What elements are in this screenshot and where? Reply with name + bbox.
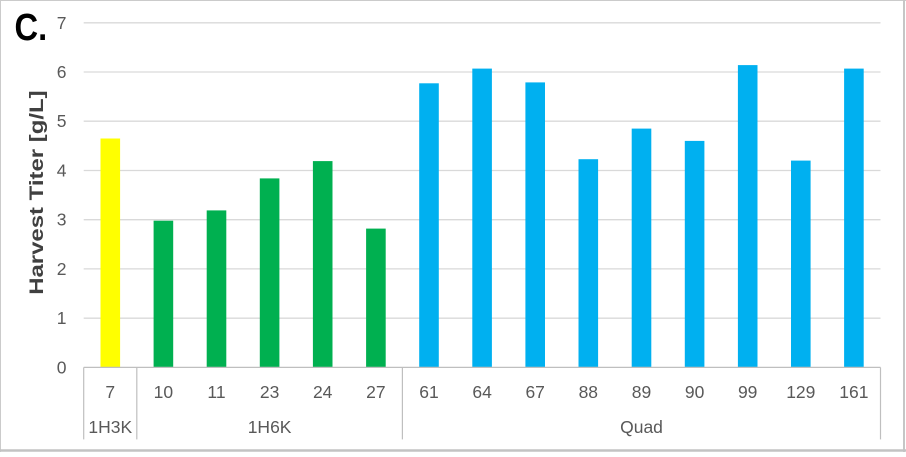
svg-text:7: 7 — [105, 382, 115, 402]
svg-text:88: 88 — [579, 382, 598, 402]
svg-text:5: 5 — [57, 111, 67, 131]
svg-text:3: 3 — [57, 210, 67, 230]
svg-text:27: 27 — [366, 382, 385, 402]
svg-text:67: 67 — [525, 382, 544, 402]
svg-text:1H6K: 1H6K — [248, 417, 292, 437]
svg-text:23: 23 — [260, 382, 279, 402]
svg-text:89: 89 — [632, 382, 651, 402]
svg-text:6: 6 — [57, 62, 67, 82]
svg-text:Harvest Titer [g/L]: Harvest Titer [g/L] — [25, 90, 47, 294]
svg-text:11: 11 — [207, 382, 225, 402]
svg-text:1H3K: 1H3K — [88, 417, 132, 437]
svg-text:61: 61 — [419, 382, 438, 402]
svg-text:129: 129 — [786, 382, 815, 402]
svg-text:0: 0 — [57, 357, 67, 377]
svg-text:10: 10 — [154, 382, 174, 402]
svg-text:64: 64 — [472, 382, 492, 402]
svg-text:161: 161 — [839, 382, 868, 402]
svg-text:99: 99 — [738, 382, 757, 402]
svg-text:Quad: Quad — [620, 417, 663, 437]
svg-text:1: 1 — [57, 308, 67, 328]
svg-text:7: 7 — [57, 13, 67, 33]
svg-text:4: 4 — [57, 161, 67, 181]
svg-text:24: 24 — [313, 382, 333, 402]
svg-text:C.: C. — [15, 6, 48, 49]
svg-text:2: 2 — [57, 259, 67, 279]
svg-text:90: 90 — [685, 382, 705, 402]
